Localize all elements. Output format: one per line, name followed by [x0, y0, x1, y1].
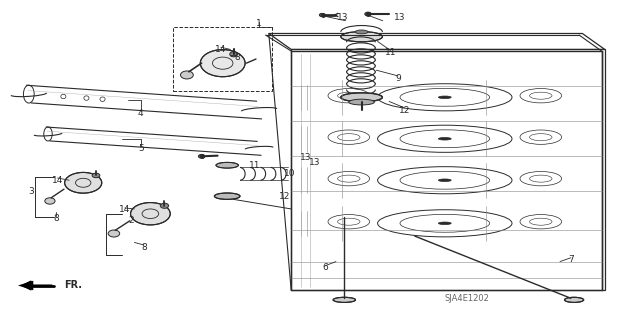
- Ellipse shape: [340, 93, 383, 102]
- Text: 12: 12: [279, 192, 291, 201]
- Text: FR.: FR.: [64, 279, 82, 290]
- Text: 9: 9: [396, 74, 401, 83]
- Ellipse shape: [198, 154, 205, 158]
- Ellipse shape: [92, 173, 100, 178]
- Ellipse shape: [65, 173, 102, 193]
- Ellipse shape: [438, 222, 451, 225]
- Text: 4: 4: [138, 109, 143, 118]
- Text: 14: 14: [215, 45, 227, 54]
- Text: 8: 8: [54, 214, 59, 223]
- Text: 13: 13: [337, 13, 348, 22]
- Ellipse shape: [180, 71, 193, 79]
- Ellipse shape: [200, 49, 245, 77]
- Text: 11: 11: [385, 48, 396, 57]
- Text: 10: 10: [284, 169, 295, 178]
- Polygon shape: [18, 281, 33, 290]
- Text: 5: 5: [138, 144, 143, 153]
- Ellipse shape: [161, 203, 169, 208]
- Text: 2: 2: [129, 216, 134, 225]
- Ellipse shape: [438, 96, 451, 99]
- Ellipse shape: [438, 179, 451, 182]
- Text: 13: 13: [300, 153, 312, 162]
- Text: 7: 7: [568, 256, 573, 264]
- Text: SJA4E1202: SJA4E1202: [445, 294, 490, 303]
- Ellipse shape: [214, 193, 240, 199]
- Text: 14: 14: [119, 205, 131, 214]
- Text: 3: 3: [28, 187, 33, 196]
- Ellipse shape: [131, 203, 170, 225]
- Ellipse shape: [365, 12, 371, 16]
- Ellipse shape: [355, 30, 368, 34]
- Text: 11: 11: [249, 161, 260, 170]
- Text: 13: 13: [394, 13, 406, 22]
- Ellipse shape: [333, 297, 356, 302]
- FancyArrowPatch shape: [23, 282, 52, 289]
- Ellipse shape: [564, 297, 584, 302]
- Text: 12: 12: [399, 106, 410, 115]
- Ellipse shape: [319, 13, 324, 17]
- Text: 6: 6: [323, 263, 328, 272]
- Text: 8: 8: [141, 243, 147, 252]
- Ellipse shape: [45, 198, 55, 204]
- Bar: [173, 27, 272, 91]
- Ellipse shape: [108, 230, 120, 237]
- Ellipse shape: [340, 32, 383, 42]
- Text: 14: 14: [52, 176, 63, 185]
- Ellipse shape: [216, 162, 238, 168]
- Text: 1: 1: [256, 19, 261, 28]
- Ellipse shape: [438, 137, 451, 140]
- Text: 13: 13: [309, 158, 321, 167]
- Ellipse shape: [230, 52, 237, 57]
- Ellipse shape: [349, 99, 374, 105]
- Text: 8: 8: [234, 53, 239, 62]
